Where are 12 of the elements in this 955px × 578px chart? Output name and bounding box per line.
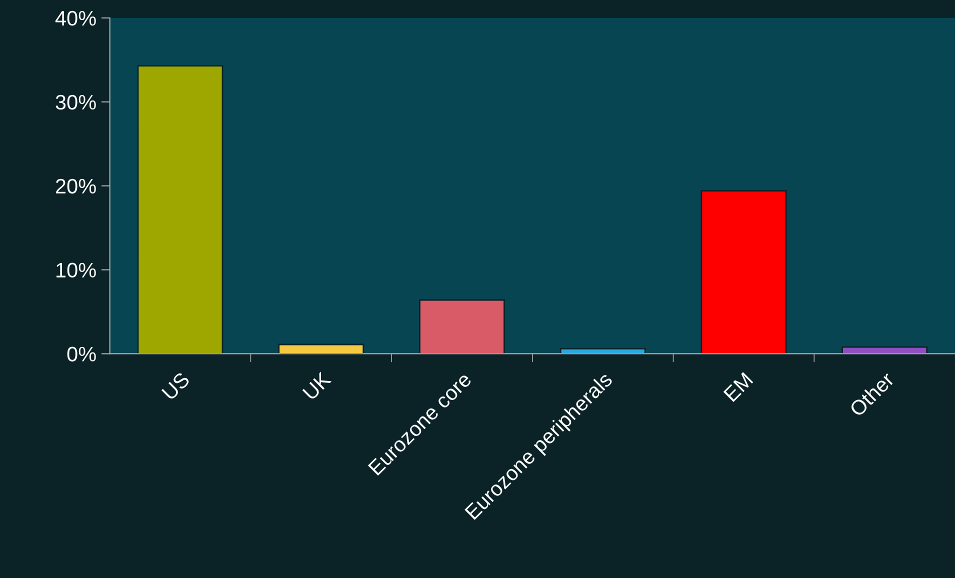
x-tick-label: EM	[723, 372, 754, 402]
y-tick-label: 30%	[56, 94, 96, 110]
x-tick-label: UK	[302, 371, 332, 401]
bar	[700, 190, 787, 354]
bar	[278, 344, 364, 354]
y-tick-label: 20%	[56, 178, 96, 194]
y-tick-label: 40%	[55, 10, 96, 26]
y-tick-label: 0%	[67, 346, 96, 362]
x-tick-label: US	[161, 371, 190, 401]
y-tick-label: 10%	[56, 262, 96, 278]
bar	[137, 65, 224, 354]
bar	[419, 299, 505, 354]
